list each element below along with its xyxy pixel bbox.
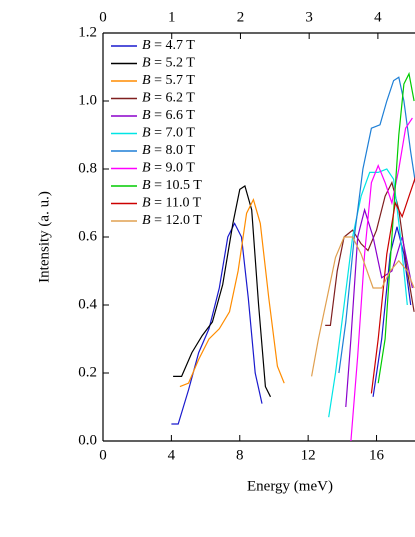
series-line: [338, 76, 415, 374]
series-line: [345, 207, 413, 408]
legend-label: B = 6.2 T: [142, 91, 195, 106]
legend-label: B = 10.5 T: [142, 178, 202, 193]
series-line: [328, 168, 408, 418]
x2-tick-label: 0: [99, 9, 107, 25]
x2-tick-label: 4: [374, 9, 382, 25]
x-tick-label: 4: [168, 447, 176, 463]
x-tick-label: 16: [369, 447, 385, 463]
y-axis-label: Intensity (a. u.): [36, 191, 52, 283]
y-tick-label: 0.4: [78, 296, 97, 312]
series-line: [179, 197, 285, 388]
x2-tick-label: 1: [168, 9, 176, 25]
series-line: [370, 176, 415, 394]
legend-label: B = 7.0 T: [142, 126, 195, 141]
y-tick-label: 0.0: [78, 432, 97, 448]
legend-label: B = 5.7 T: [142, 73, 195, 88]
legend-label: B = 5.2 T: [142, 56, 195, 71]
legend-label: B = 8.0 T: [142, 143, 195, 158]
y-tick-label: 1.0: [78, 92, 97, 108]
legend-label: B = 12.0 T: [142, 213, 202, 228]
plot-area: [171, 71, 415, 441]
series-line: [171, 222, 412, 425]
y-tick-label: 0.2: [78, 364, 97, 380]
x-tick-label: 8: [236, 447, 244, 463]
x2-tick-label: 3: [305, 9, 313, 25]
legend-label: B = 6.6 T: [142, 108, 195, 123]
x-axis-label: Energy (meV): [247, 478, 333, 494]
series-line: [173, 185, 272, 398]
series-line: [350, 117, 413, 441]
legend-label: B = 11.0 T: [142, 196, 202, 211]
y-tick-label: 0.8: [78, 160, 97, 176]
x-tick-label: 12: [301, 447, 316, 463]
legend-label: B = 9.0 T: [142, 161, 195, 176]
y-tick-label: 0.6: [78, 228, 97, 244]
series-line: [377, 71, 415, 384]
x2-tick-label: 2: [237, 9, 245, 25]
series-line: [311, 236, 415, 377]
x-tick-label: 0: [99, 447, 107, 463]
y-tick-label: 1.2: [78, 24, 97, 40]
legend-label: B = 4.7 T: [142, 38, 195, 53]
